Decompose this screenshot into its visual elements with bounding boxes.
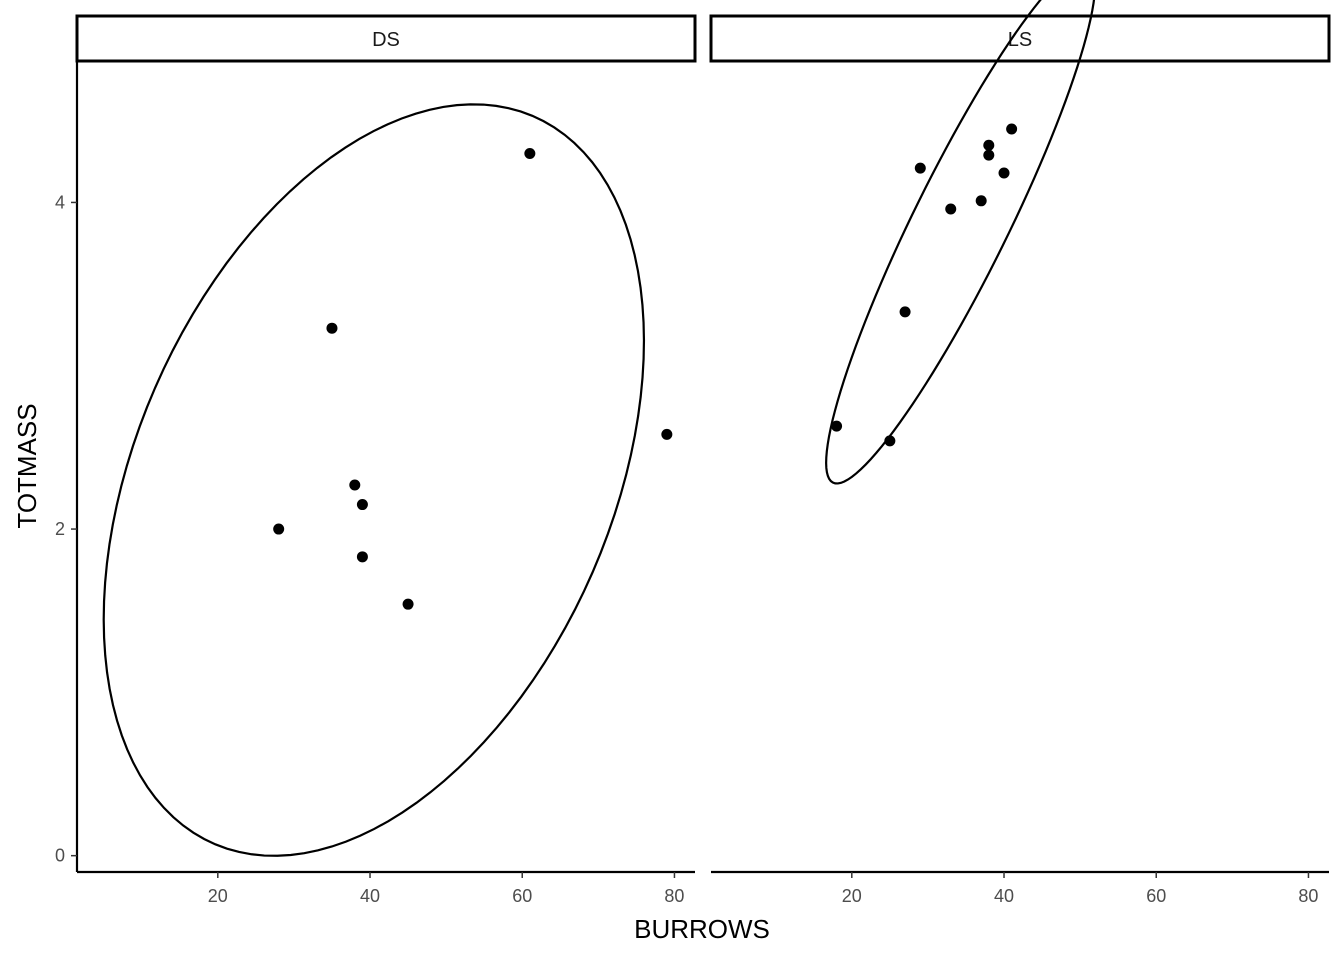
panel-ds: DS 20 40 60 80 (75, 14, 697, 906)
strip-box (709, 14, 1331, 63)
data-point (884, 435, 896, 447)
x-tick-label: 80 (1298, 886, 1318, 906)
y-tick-label: 4 (55, 192, 65, 212)
data-point (899, 306, 911, 318)
x-axis-title: BURROWS (634, 914, 770, 944)
data-point (914, 162, 926, 174)
data-point (1006, 123, 1018, 135)
data-point (983, 149, 995, 161)
x-tick-label: 20 (842, 886, 862, 906)
data-point (356, 499, 368, 511)
data-point (524, 147, 536, 159)
y-axis-title: TOTMASS (12, 403, 42, 528)
strip-label: DS (372, 29, 400, 51)
data-point (975, 195, 987, 207)
x-tick-label: 80 (664, 886, 684, 906)
y-axis: 0 2 4 (55, 62, 79, 872)
data-point (326, 322, 338, 334)
data-point (983, 139, 995, 151)
data-point (831, 420, 843, 432)
x-tick-label: 60 (1146, 886, 1166, 906)
x-tick-label: 60 (512, 886, 532, 906)
data-point (661, 428, 673, 440)
data-point (349, 479, 361, 491)
data-point (998, 167, 1010, 179)
data-point (273, 523, 285, 535)
data-point (356, 551, 368, 563)
x-tick-label: 40 (360, 886, 380, 906)
x-tick-label: 20 (208, 886, 228, 906)
y-tick-label: 0 (55, 846, 65, 866)
strip-box (75, 14, 697, 63)
data-point (945, 203, 957, 215)
data-point (402, 598, 414, 610)
confidence-ellipse (825, 0, 1096, 485)
x-tick-label: 40 (994, 886, 1014, 906)
confidence-ellipse (102, 103, 646, 857)
y-tick-label: 2 (55, 519, 65, 539)
